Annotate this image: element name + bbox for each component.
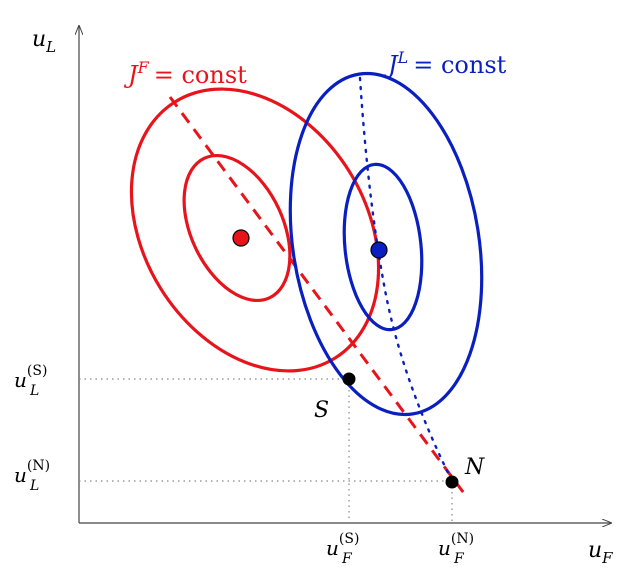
leader-family-label: JL = const bbox=[383, 48, 507, 79]
y-axis-label: uL bbox=[32, 27, 56, 56]
leader-inner-ellipse bbox=[342, 162, 424, 332]
follower-optimum-point bbox=[232, 229, 250, 247]
nash-label: N bbox=[464, 455, 485, 480]
leader-optimum-point bbox=[370, 241, 388, 259]
follower-inner-ellipse bbox=[182, 153, 292, 303]
x-axis-label: uF bbox=[588, 538, 613, 567]
follower-family-label: JF = const bbox=[123, 58, 247, 89]
tick-label-uF-N: u(N) F bbox=[438, 531, 474, 567]
tick-label-uL-S: u(S) L bbox=[14, 363, 47, 399]
stackelberg-label: S bbox=[314, 398, 329, 423]
tick-label-uL-N: u(N) L bbox=[14, 458, 50, 494]
leader-outer-ellipse bbox=[288, 71, 484, 417]
follower-reaction-line bbox=[168, 96, 468, 497]
tick-label-uF-S: u(S) F bbox=[326, 531, 359, 567]
stackelberg-point bbox=[342, 372, 356, 386]
leader-reaction-curve bbox=[358, 76, 454, 483]
follower-outer-ellipse bbox=[129, 87, 381, 373]
nash-point bbox=[445, 475, 459, 489]
